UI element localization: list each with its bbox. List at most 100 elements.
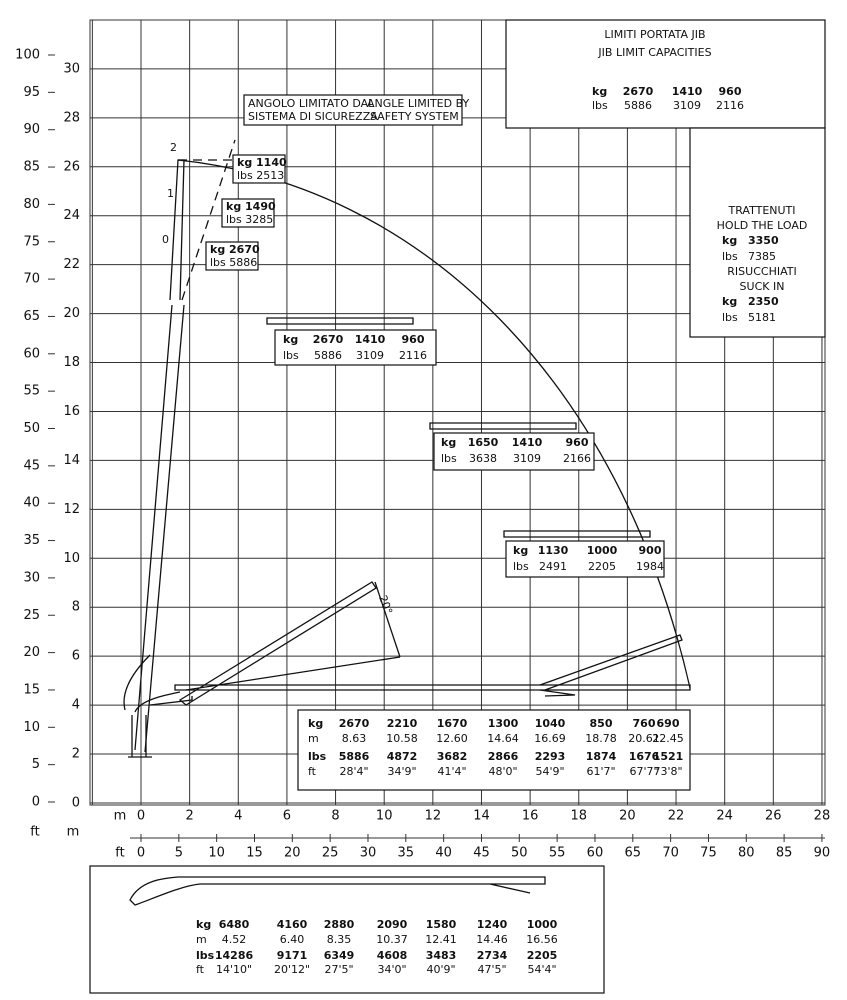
cell: 2670 xyxy=(339,717,370,730)
cell: lbs xyxy=(441,452,457,465)
y-tick-label-ft: 100 xyxy=(15,48,40,63)
cell: 6.40 xyxy=(280,933,305,946)
y-tick-label-m: 6 xyxy=(72,649,80,664)
cell: ft xyxy=(308,765,317,778)
y-tick-label-ft: 80 xyxy=(23,197,40,212)
y-tick-label-ft: 50 xyxy=(23,421,40,436)
x-tick-label-m: 0 xyxy=(137,809,145,824)
y-tick-label-ft: 15 xyxy=(23,682,40,697)
cell: 20'12" xyxy=(274,963,310,976)
load-box xyxy=(274,329,437,366)
cell: 14286 xyxy=(215,949,254,962)
boom-label: 1 xyxy=(167,187,174,200)
y-tick-label-ft: 85 xyxy=(23,160,40,175)
cell: 2866 xyxy=(488,750,519,763)
raised-boom xyxy=(178,581,401,706)
title: LIMITI PORTATA JIB xyxy=(604,28,705,41)
y-tick-label-ft: 10 xyxy=(23,720,40,735)
horizontal-boom xyxy=(149,684,691,706)
y-tick-label-ft: 90 xyxy=(23,122,40,137)
load-box xyxy=(505,540,665,578)
cell: 1000 xyxy=(587,544,618,557)
y-tick-label-m: 4 xyxy=(72,698,80,713)
jib-boom xyxy=(539,634,683,697)
cell: kg xyxy=(592,85,607,98)
cell: 14.64 xyxy=(487,732,519,745)
cell: 48'0" xyxy=(488,765,517,778)
angle-label: 20° xyxy=(376,593,395,616)
cell: kg xyxy=(308,717,323,730)
title: TRATTENUTI xyxy=(727,204,795,217)
tip-lbs: lbs 5886 xyxy=(210,256,257,269)
cell: lbs xyxy=(513,560,529,573)
x-tick-label-m: 14 xyxy=(473,809,490,824)
x-tick-label-ft: 25 xyxy=(322,846,339,861)
cell: 2293 xyxy=(535,750,566,763)
y-tick-label-ft: 95 xyxy=(23,85,40,100)
cell: 16.69 xyxy=(534,732,566,745)
cell: 960 xyxy=(566,436,589,449)
cell: 1410 xyxy=(672,85,703,98)
x-tick-label-ft: 20 xyxy=(284,846,301,861)
cell: 2880 xyxy=(324,918,355,931)
y-tick-label-ft: 45 xyxy=(23,458,40,473)
x-tick-label-m: 4 xyxy=(234,809,242,824)
x-tick-label-ft: 90 xyxy=(814,846,831,861)
x-tick-label-ft: 5 xyxy=(175,846,183,861)
cell: 1240 xyxy=(477,918,508,931)
x-tick-label-m: 16 xyxy=(522,809,539,824)
y-tick-label-ft: 5 xyxy=(32,757,40,772)
cell: 2205 xyxy=(527,949,558,962)
cell: 690 xyxy=(657,717,680,730)
cell: 3638 xyxy=(469,452,497,465)
x-tick-label-ft: 65 xyxy=(625,846,642,861)
jib-box xyxy=(505,19,826,129)
y-tick-label-m: 12 xyxy=(63,502,80,517)
value: 3350 xyxy=(748,234,779,247)
x-tick-label-m: 10 xyxy=(376,809,393,824)
cell: 54'9" xyxy=(535,765,564,778)
cell: kg xyxy=(441,436,456,449)
y-tick-label-m: 30 xyxy=(63,61,80,76)
cell: ft xyxy=(196,963,205,976)
cell: 2116 xyxy=(399,349,427,362)
value: 2350 xyxy=(748,295,779,308)
x-tick-label-m: 20 xyxy=(619,809,636,824)
angle-note-box xyxy=(243,94,463,126)
x-tick-label-ft: 70 xyxy=(662,846,679,861)
x-tick-label-ft: 35 xyxy=(398,846,415,861)
x-tick-label-m: 6 xyxy=(283,809,291,824)
y-tick-label-ft: 70 xyxy=(23,272,40,287)
title: JIB LIMIT CAPACITIES xyxy=(597,46,711,59)
tip-box xyxy=(221,198,275,228)
crane-base xyxy=(123,654,181,758)
tip-box xyxy=(205,241,259,271)
cell: 2670 xyxy=(313,333,344,346)
y-tick-label-ft: 65 xyxy=(23,309,40,324)
value: 5181 xyxy=(748,311,776,324)
value: 7385 xyxy=(748,250,776,263)
cell: 67'7" xyxy=(629,765,658,778)
title: HOLD THE LOAD xyxy=(717,219,808,232)
tip-kg: kg 1490 xyxy=(226,200,276,213)
unit: m xyxy=(114,809,127,824)
label: lbs xyxy=(722,250,738,263)
y-tick-label-m: 0 xyxy=(72,796,80,811)
unit: m xyxy=(67,825,80,840)
cell: 1130 xyxy=(538,544,569,557)
x-tick-label-ft: 45 xyxy=(473,846,490,861)
label: lbs xyxy=(722,311,738,324)
cell: kg xyxy=(283,333,298,346)
cell: 1580 xyxy=(426,918,457,931)
load-box xyxy=(433,432,595,471)
cell: 3109 xyxy=(513,452,541,465)
note: ANGLE LIMITED BY xyxy=(367,97,470,110)
cell: 1040 xyxy=(535,717,566,730)
cell: 40'9" xyxy=(426,963,455,976)
texts: 0246810121416182022242628300510152025303… xyxy=(15,28,830,976)
cell: 1410 xyxy=(355,333,386,346)
cell: lbs xyxy=(308,750,327,763)
cell: lbs xyxy=(196,949,215,962)
cell: 4608 xyxy=(377,949,408,962)
